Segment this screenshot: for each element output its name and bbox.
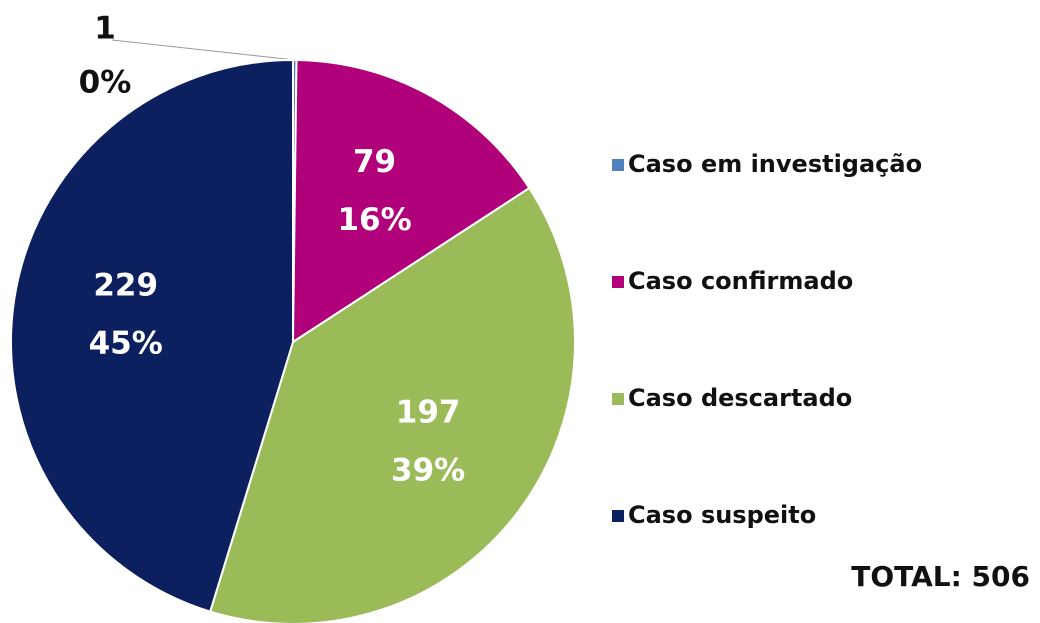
data-label-count: 79 <box>353 144 396 180</box>
data-label-percent: 45% <box>89 325 163 361</box>
data-label-count: 197 <box>396 394 461 430</box>
pie-slice <box>9 58 294 613</box>
pie-slice <box>291 59 531 344</box>
data-label-count: 1 <box>94 11 116 47</box>
total-annotation: TOTAL: 506 <box>851 560 1030 593</box>
pie-slice <box>208 186 576 623</box>
leader-line <box>111 39 295 61</box>
data-label-percent: 0% <box>79 65 132 101</box>
legend-swatch <box>612 393 624 405</box>
data-label-count: 229 <box>93 267 158 303</box>
legend-label: Caso suspeito <box>628 501 816 529</box>
legend-swatch <box>612 276 624 288</box>
legend-swatch <box>612 510 624 522</box>
data-label-percent: 39% <box>391 452 465 488</box>
legend-label: Caso descartado <box>628 384 852 412</box>
legend-label: Caso confirmado <box>628 267 853 295</box>
legend-swatch <box>612 159 624 171</box>
legend-label: Caso em investigação <box>628 150 922 178</box>
data-label-percent: 16% <box>337 202 411 238</box>
